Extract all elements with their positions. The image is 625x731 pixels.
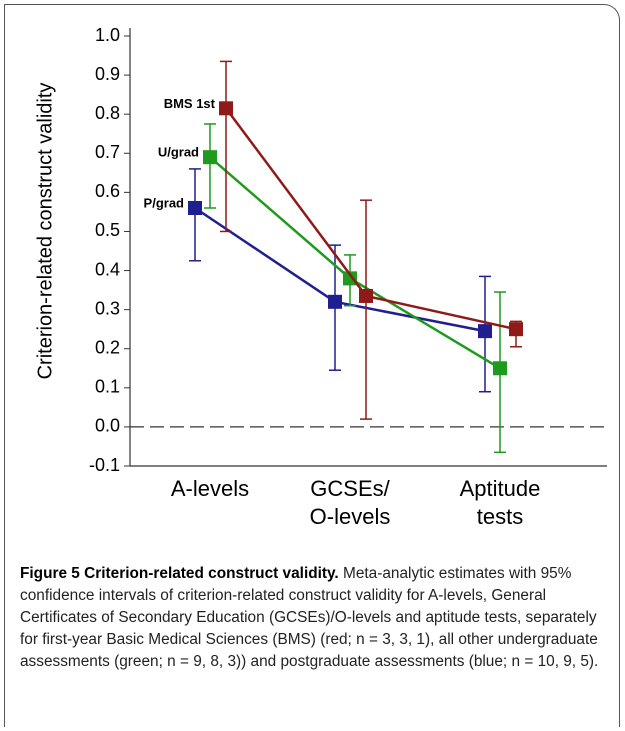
series-label: P/grad: [144, 195, 185, 210]
x-tick-label-line: O-levels: [310, 504, 391, 529]
series-label: U/grad: [158, 145, 199, 160]
x-tick-label-line: GCSEs/: [310, 476, 390, 501]
y-tick-label: 0.6: [95, 181, 120, 201]
caption-text: Meta-analytic estimates with 95% confide…: [20, 565, 599, 670]
figure-frame: [4, 4, 620, 727]
x-tick-label-line: A-levels: [171, 476, 249, 501]
y-tick-label: 0.3: [95, 298, 120, 318]
series-line: [209, 156, 501, 370]
y-axis-label: Criterion-related construct validity: [34, 83, 56, 380]
x-tick-label-line: tests: [477, 504, 523, 529]
y-tick-label: 0.2: [95, 337, 120, 357]
point: [509, 322, 523, 337]
y-tick-label: 0.4: [95, 259, 120, 279]
point: [219, 101, 233, 116]
series-label: BMS 1st: [164, 96, 216, 111]
y-tick-label: 0.5: [95, 220, 120, 240]
point: [343, 271, 357, 286]
chart: Criterion-related construct validity 1.0…: [34, 25, 607, 529]
point: [493, 361, 507, 376]
y-tick-label: 0.1: [95, 377, 120, 397]
x-tick-label: A-levels: [171, 476, 249, 501]
y-tick-label: 1.0: [95, 25, 120, 45]
point: [359, 288, 373, 303]
y-tick-label: 0.9: [95, 64, 120, 84]
point: [203, 150, 217, 165]
point: [188, 201, 202, 215]
y-tick-label: 0.8: [95, 103, 120, 123]
x-tick-label: Aptitude tests: [460, 476, 541, 529]
x-tick-label: GCSEs/O-levels: [310, 476, 391, 529]
y-tick-label: 0.0: [95, 416, 120, 436]
point: [478, 324, 492, 339]
y-tick-label: -0.1: [89, 455, 120, 475]
caption: Figure 5 Criterion-related construct val…: [20, 563, 610, 673]
point: [328, 294, 342, 309]
x-tick-label-line: Aptitude: [460, 476, 541, 501]
caption-label: Figure 5 Criterion-related construct val…: [20, 565, 339, 582]
y-tick-label: 0.7: [95, 142, 120, 162]
